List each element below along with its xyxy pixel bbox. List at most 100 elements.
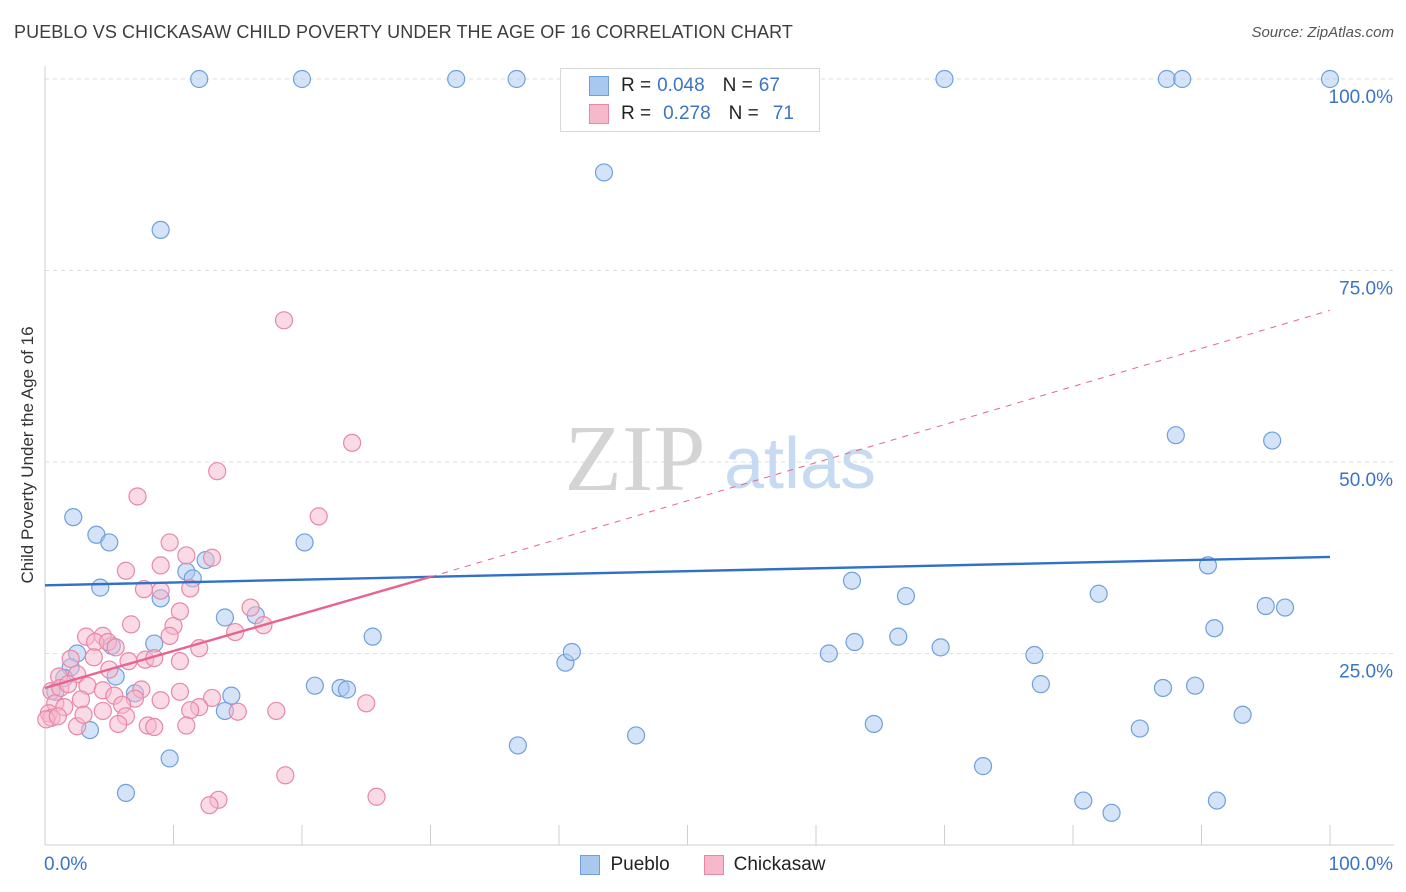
y-axis-title: Child Poverty Under the Age of 16 xyxy=(18,326,37,584)
chickasaw-point xyxy=(151,581,170,600)
chickasaw-point xyxy=(267,701,286,721)
chickasaw-point xyxy=(170,602,190,621)
chickasaw-point xyxy=(181,701,200,720)
chickasaw-point xyxy=(151,556,170,575)
legend-row-pueblo: R = 0.048 N = 67 xyxy=(561,71,780,101)
chickasaw-point xyxy=(202,548,222,567)
axes xyxy=(44,66,1394,846)
n-label: N = xyxy=(728,103,759,124)
pueblo-point xyxy=(864,714,883,734)
chickasaw-point xyxy=(116,561,136,580)
pueblo-point xyxy=(508,736,527,755)
watermark-zip: ZIP xyxy=(565,407,706,511)
pueblo-point xyxy=(151,220,170,240)
chickasaw-point xyxy=(177,716,196,735)
pueblo-point xyxy=(1207,791,1227,810)
chickasaw-point xyxy=(128,487,147,506)
pueblo-point xyxy=(507,69,526,89)
y-tick-label: 50.0% xyxy=(1339,470,1393,491)
pueblo-point xyxy=(842,571,862,590)
chickasaw-point xyxy=(274,311,294,330)
chickasaw-point xyxy=(241,598,260,617)
pueblo-point xyxy=(1153,678,1173,698)
pueblo-point xyxy=(845,632,864,652)
chickasaw-point xyxy=(109,714,128,734)
chickasaw-point xyxy=(177,546,196,565)
legend-item-chickasaw: Chickasaw xyxy=(703,854,826,876)
pueblo-r-value: 0.048 xyxy=(657,75,705,96)
pueblo-point xyxy=(215,608,234,627)
chart-title: PUEBLO VS CHICKASAW CHILD POVERTY UNDER … xyxy=(14,22,793,42)
pueblo-point xyxy=(889,627,908,646)
pueblo-point xyxy=(100,533,119,552)
chickasaw-point xyxy=(276,766,295,785)
pueblo-swatch xyxy=(589,76,609,96)
pueblo-swatch xyxy=(580,855,601,875)
stats-legend: R = 0.048 N = 67 R = 0.278 N = 71 xyxy=(560,68,820,132)
chickasaw-trend-line xyxy=(44,575,431,690)
pueblo-point xyxy=(1198,556,1218,575)
chickasaw-point xyxy=(228,702,247,721)
n-label: N = xyxy=(722,75,753,96)
pueblo-point xyxy=(594,163,614,182)
chickasaw-point xyxy=(170,652,190,671)
pueblo-point xyxy=(1256,596,1275,616)
pueblo-point xyxy=(819,644,838,663)
pueblo-n-value: 67 xyxy=(758,75,780,96)
pueblo-point xyxy=(562,642,581,662)
pueblo-point xyxy=(1233,705,1252,724)
chickasaw-points xyxy=(37,311,386,815)
pueblo-point xyxy=(1275,598,1295,617)
legend-label-chickasaw: Chickasaw xyxy=(733,854,826,875)
pueblo-point xyxy=(305,676,324,695)
legend-row-chickasaw: R = 0.278 N = 71 xyxy=(561,99,794,129)
chickasaw-point xyxy=(84,648,103,667)
chickasaw-point xyxy=(309,507,328,526)
chickasaw-trend-line-dashed xyxy=(430,309,1331,578)
chickasaw-swatch xyxy=(589,104,609,124)
y-tick-label: 25.0% xyxy=(1339,662,1393,683)
pueblo-point xyxy=(1173,69,1192,89)
pueblo-point xyxy=(1166,426,1185,445)
pueblo-point xyxy=(447,69,466,89)
pueblo-point xyxy=(337,680,357,699)
r-label: R = xyxy=(621,103,652,124)
tick-labels: 25.0% 50.0% 75.0% 100.0% 0.0% 100.0% xyxy=(44,87,1393,875)
chickasaw-point xyxy=(181,579,200,598)
chickasaw-point xyxy=(367,787,386,806)
source-label: Source: ZipAtlas.com xyxy=(1251,24,1394,41)
pueblo-point xyxy=(931,638,950,657)
zipatlas-watermark: ZIP atlas xyxy=(565,407,877,511)
chickasaw-point xyxy=(160,533,179,552)
pueblo-point xyxy=(64,508,83,527)
pueblo-point xyxy=(116,783,136,803)
pueblo-point xyxy=(91,578,110,597)
series-legend: Pueblo Chickasaw xyxy=(0,852,1406,878)
legend-label-pueblo: Pueblo xyxy=(610,854,670,875)
watermark-atlas: atlas xyxy=(724,424,876,504)
pueblo-point xyxy=(973,757,993,776)
chickasaw-point xyxy=(208,462,227,481)
pueblo-point xyxy=(160,749,179,768)
chickasaw-point xyxy=(170,682,190,701)
pueblo-point xyxy=(1102,803,1121,822)
pueblo-point xyxy=(626,726,646,745)
pueblo-point xyxy=(1130,719,1149,738)
chickasaw-point xyxy=(48,707,67,726)
chickasaw-point xyxy=(202,688,222,708)
pueblo-point xyxy=(1089,584,1108,603)
chickasaw-swatch xyxy=(703,855,724,875)
pueblo-point xyxy=(363,627,382,646)
pueblo-point xyxy=(1157,69,1176,89)
pueblo-point xyxy=(1074,791,1093,810)
trend-lines xyxy=(44,309,1331,690)
pueblo-point xyxy=(1025,645,1044,665)
pueblo-point xyxy=(222,686,241,705)
pueblo-point xyxy=(1320,69,1340,89)
pueblo-point xyxy=(896,586,916,606)
pueblo-point xyxy=(1185,676,1205,695)
chickasaw-point xyxy=(121,615,141,634)
y-tick-label: 75.0% xyxy=(1339,279,1393,300)
chickasaw-point xyxy=(61,649,80,668)
